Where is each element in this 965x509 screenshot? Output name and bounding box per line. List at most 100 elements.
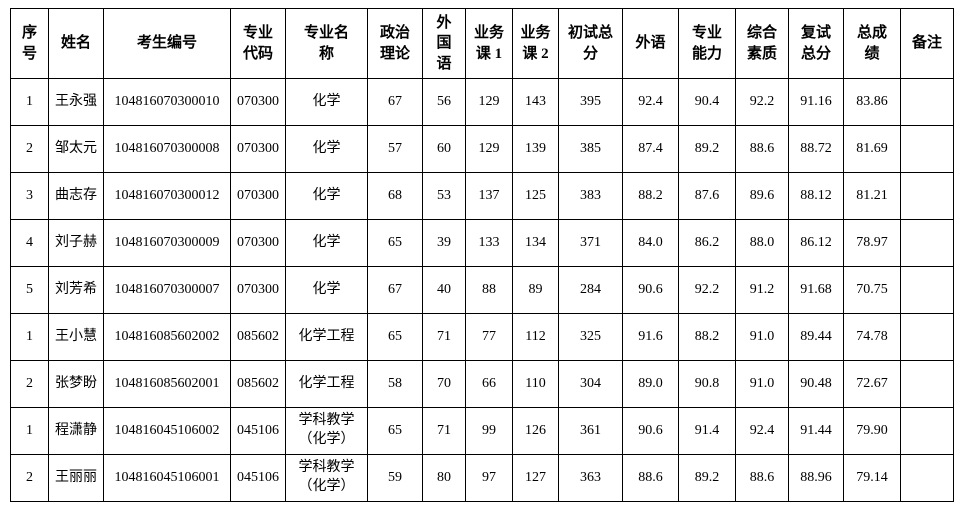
cell-chushizongfen: 385 <box>558 125 623 173</box>
cell-xingming: 王丽丽 <box>48 454 104 502</box>
cell-zonghesuzhi: 91.0 <box>735 313 789 361</box>
cell-xuhao: 2 <box>10 125 49 173</box>
cell-beizhu <box>900 219 954 267</box>
cell-chushizongfen: 371 <box>558 219 623 267</box>
cell-yewuke1: 137 <box>465 172 513 220</box>
cell-zhuanyemingcheng: 化学工程 <box>285 360 368 408</box>
cell-zhuanyenengli: 89.2 <box>678 125 736 173</box>
cell-waiguoyu: 39 <box>422 219 466 267</box>
cell-waiguoyu: 40 <box>422 266 466 314</box>
table-row: 2 王丽丽 104816045106001 045106 学科教学 （化学） 59 80 97… <box>10 454 954 502</box>
cell-chushizongfen: 383 <box>558 172 623 220</box>
cell-xuhao: 1 <box>10 313 49 361</box>
cell-waiyu: 90.6 <box>622 407 679 455</box>
cell-zhuanyedaima: 085602 <box>230 360 286 408</box>
cell-beizhu <box>900 454 954 502</box>
table-row: 2 邹太元 104816070300008 070300 化学 57 60 129 139 385… <box>10 125 954 173</box>
cell-xuhao: 4 <box>10 219 49 267</box>
cell-waiyu: 92.4 <box>622 78 679 126</box>
cell-yewuke1: 97 <box>465 454 513 502</box>
cell-beizhu <box>900 360 954 408</box>
cell-zhuanyemingcheng: 学科教学 （化学） <box>285 407 368 455</box>
cell-zhuanyedaima: 070300 <box>230 266 286 314</box>
cell-zhuanyemingcheng: 化学 <box>285 172 368 220</box>
cell-beizhu <box>900 125 954 173</box>
header-major-code: 专业 代码 <box>230 8 286 79</box>
cell-yewuke1: 99 <box>465 407 513 455</box>
cell-zhengzhililun: 65 <box>367 219 423 267</box>
cell-zhuanyenengli: 92.2 <box>678 266 736 314</box>
cell-yewuke2: 143 <box>512 78 559 126</box>
cell-fushizongfen: 88.12 <box>788 172 844 220</box>
cell-zhuanyemingcheng: 化学 <box>285 219 368 267</box>
cell-kaoshengbianhao: 104816070300012 <box>103 172 231 220</box>
cell-xuhao: 3 <box>10 172 49 220</box>
cell-zhuanyenengli: 91.4 <box>678 407 736 455</box>
cell-yewuke1: 129 <box>465 125 513 173</box>
cell-chushizongfen: 363 <box>558 454 623 502</box>
cell-zhuanyenengli: 90.8 <box>678 360 736 408</box>
cell-zhuanyenengli: 88.2 <box>678 313 736 361</box>
cell-zhuanyedaima: 045106 <box>230 454 286 502</box>
cell-waiyu: 84.0 <box>622 219 679 267</box>
header-subject-course-1: 业务 课 1 <box>465 8 513 79</box>
cell-zongchengji: 81.69 <box>843 125 901 173</box>
cell-chushizongfen: 395 <box>558 78 623 126</box>
cell-zongchengji: 74.78 <box>843 313 901 361</box>
cell-zhuanyedaima: 070300 <box>230 219 286 267</box>
cell-zongchengji: 79.90 <box>843 407 901 455</box>
cell-waiguoyu: 80 <box>422 454 466 502</box>
header-candidate-number: 考生编号 <box>103 8 231 79</box>
cell-zhuanyedaima: 070300 <box>230 125 286 173</box>
cell-beizhu <box>900 266 954 314</box>
cell-waiyu: 91.6 <box>622 313 679 361</box>
cell-zhengzhililun: 68 <box>367 172 423 220</box>
header-name: 姓名 <box>48 8 104 79</box>
cell-fushizongfen: 91.68 <box>788 266 844 314</box>
cell-yewuke1: 129 <box>465 78 513 126</box>
header-professional-ability: 专业 能力 <box>678 8 736 79</box>
cell-yewuke2: 139 <box>512 125 559 173</box>
cell-zhuanyedaima: 070300 <box>230 172 286 220</box>
admission-score-table: 序 号 姓名 考生编号 专业 代码 专业名 称 政治 理论 外 国 语 业务 课… <box>10 8 954 502</box>
cell-zhuanyemingcheng: 化学 <box>285 125 368 173</box>
header-final-score: 总成 绩 <box>843 8 901 79</box>
cell-zonghesuzhi: 92.4 <box>735 407 789 455</box>
cell-zhengzhililun: 57 <box>367 125 423 173</box>
header-foreign-language: 外 国 语 <box>422 8 466 79</box>
cell-chushizongfen: 361 <box>558 407 623 455</box>
header-serial-number: 序 号 <box>10 8 49 79</box>
cell-xuhao: 1 <box>10 78 49 126</box>
table-header: 序 号 姓名 考生编号 专业 代码 专业名 称 政治 理论 外 国 语 业务 课… <box>10 8 954 79</box>
cell-fushizongfen: 91.44 <box>788 407 844 455</box>
header-remarks: 备注 <box>900 8 954 79</box>
cell-yewuke1: 88 <box>465 266 513 314</box>
header-retest-total: 复试 总分 <box>788 8 844 79</box>
cell-xingming: 刘子赫 <box>48 219 104 267</box>
cell-zhengzhililun: 65 <box>367 313 423 361</box>
cell-beizhu <box>900 172 954 220</box>
cell-zongchengji: 83.86 <box>843 78 901 126</box>
cell-beizhu <box>900 313 954 361</box>
header-initial-exam-total: 初试总 分 <box>558 8 623 79</box>
cell-zonghesuzhi: 88.6 <box>735 454 789 502</box>
cell-waiguoyu: 71 <box>422 313 466 361</box>
cell-kaoshengbianhao: 104816070300009 <box>103 219 231 267</box>
cell-yewuke2: 134 <box>512 219 559 267</box>
cell-yewuke1: 66 <box>465 360 513 408</box>
cell-zhuanyemingcheng: 化学工程 <box>285 313 368 361</box>
cell-fushizongfen: 86.12 <box>788 219 844 267</box>
table-row: 3 曲志存 104816070300012 070300 化学 68 53 137 125 383… <box>10 172 954 220</box>
header-political-theory: 政治 理论 <box>367 8 423 79</box>
cell-chushizongfen: 325 <box>558 313 623 361</box>
cell-zhengzhililun: 67 <box>367 266 423 314</box>
cell-yewuke2: 127 <box>512 454 559 502</box>
cell-xingming: 张梦盼 <box>48 360 104 408</box>
admission-score-table-container: 序 号 姓名 考生编号 专业 代码 专业名 称 政治 理论 外 国 语 业务 课… <box>10 8 954 502</box>
cell-zongchengji: 72.67 <box>843 360 901 408</box>
cell-waiyu: 87.4 <box>622 125 679 173</box>
cell-zonghesuzhi: 89.6 <box>735 172 789 220</box>
cell-kaoshengbianhao: 104816070300010 <box>103 78 231 126</box>
cell-waiguoyu: 60 <box>422 125 466 173</box>
table-row: 5 刘芳希 104816070300007 070300 化学 67 40 88 89 284 90… <box>10 266 954 314</box>
